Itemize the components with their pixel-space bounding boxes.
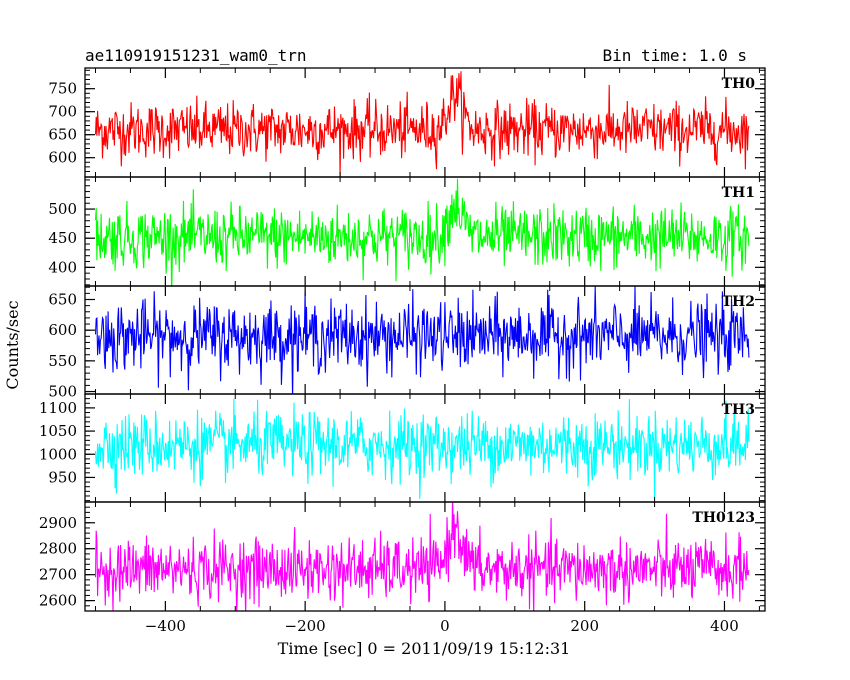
y-tick-label: 1000 xyxy=(39,445,77,463)
panel-th0: 600 650 700 750 TH0 xyxy=(48,67,766,178)
x-tick-label: 200 xyxy=(570,617,599,635)
series-line-th0 xyxy=(94,71,750,177)
y-tick-label: 1050 xyxy=(39,422,77,440)
y-tick-label: 750 xyxy=(48,80,77,98)
y-tick-label: 2700 xyxy=(39,566,77,584)
y-tick-label: 2600 xyxy=(39,592,77,610)
panel-th1: 400 450 500 TH1 xyxy=(48,176,766,287)
panel-label: TH3 xyxy=(722,402,755,418)
panel-label: TH1 xyxy=(722,185,755,201)
y-tick-label: 500 xyxy=(48,200,77,218)
y-tick-label: 700 xyxy=(48,103,77,121)
y-tick-label: 1100 xyxy=(39,399,77,417)
y-tick-label: 500 xyxy=(48,383,77,401)
series-line-th1 xyxy=(94,178,750,286)
series-line-th0123 xyxy=(94,502,750,611)
series-line-th3 xyxy=(94,398,750,500)
panel-th2: 500 550 600 650 TH2 xyxy=(48,285,766,401)
series-line-th2 xyxy=(94,286,750,394)
y-tick-label: 650 xyxy=(48,126,77,144)
panel-label: TH0 xyxy=(722,76,756,92)
panels-group: 600 650 700 750 TH0 400 450 500 TH1 500 550 600 650 T… xyxy=(39,67,766,612)
x-tick-label: 400 xyxy=(710,617,739,635)
chart-title-right: Bin time: 1.0 s xyxy=(603,46,748,65)
y-axis-label: Counts/sec xyxy=(3,300,22,389)
x-tick-label: −200 xyxy=(285,617,326,635)
y-tick-label: 2900 xyxy=(39,514,77,532)
panel-th3: 950 1000 1050 1100 TH3 xyxy=(39,393,766,503)
x-tick-label: −400 xyxy=(145,617,186,635)
y-tick-label: 2800 xyxy=(39,540,77,558)
chart-title-left: ae110919151231_wam0_trn xyxy=(85,46,307,65)
panel-label: TH2 xyxy=(722,294,755,310)
x-axis-label: Time [sec] 0 = 2011/09/19 15:12:31 xyxy=(278,639,571,658)
y-tick-label: 950 xyxy=(48,468,77,486)
y-tick-label: 650 xyxy=(48,291,77,309)
y-tick-label: 600 xyxy=(48,321,77,339)
x-tick-label: 0 xyxy=(440,617,450,635)
y-tick-label: 450 xyxy=(48,229,77,247)
y-tick-label: 400 xyxy=(48,258,77,276)
y-tick-label: 600 xyxy=(48,149,77,167)
panel-frame xyxy=(84,501,766,612)
panel-label: TH0123 xyxy=(692,510,755,526)
panel-th0123: 2600 2700 2800 2900 TH0123 xyxy=(39,501,766,612)
y-tick-label: 550 xyxy=(48,352,77,370)
x-tick-labels: −400 −200 0 200 400 xyxy=(145,617,739,635)
